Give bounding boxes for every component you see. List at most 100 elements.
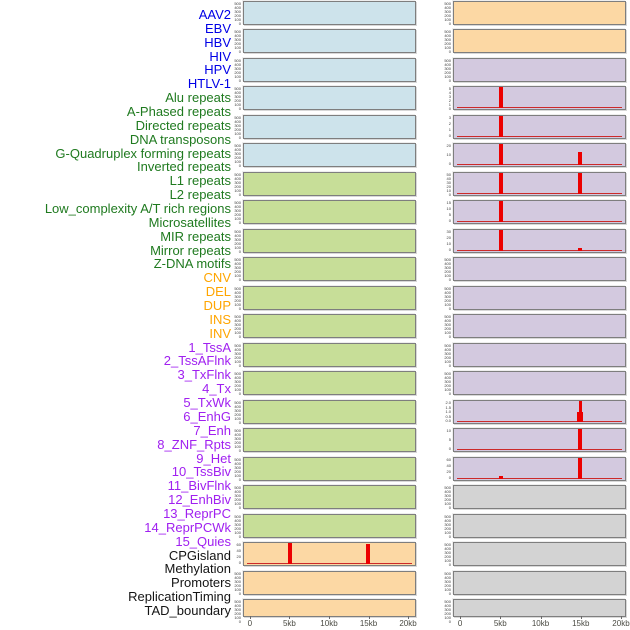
y-tick-label: 100 xyxy=(234,159,241,164)
signal-spike-5kb xyxy=(498,230,503,251)
row-label-CNV: CNV xyxy=(203,270,231,286)
y-tick-label: 300 xyxy=(444,550,451,555)
panel-12_EnhBiv xyxy=(453,371,626,395)
y-tick-label: 200 xyxy=(234,70,241,75)
y-tick-label: 400 xyxy=(234,204,241,209)
y-tick-label: 0 xyxy=(448,247,451,252)
y-tick-label: 10 xyxy=(446,428,451,433)
y-tick-label: 300 xyxy=(444,379,451,384)
y-tick-label: 0 xyxy=(238,277,241,282)
y-tick-label: 200 xyxy=(234,497,241,502)
x-axis-tickmark xyxy=(368,616,370,619)
signal-baseline xyxy=(457,192,622,194)
x-axis-label-10kb: 10kb xyxy=(320,619,338,628)
y-axis-ticks-7_Enh: 30 20 10 0 xyxy=(440,229,452,253)
y-tick-label: 500 xyxy=(444,571,451,576)
panel-9_Het xyxy=(453,286,626,310)
row-label-AAV2: AAV2 xyxy=(198,7,231,22)
y-tick-label: 400 xyxy=(234,518,241,523)
panel-DNA transposons xyxy=(243,257,416,281)
y-tick-label: 100 xyxy=(234,188,241,193)
y-tick-label: 200 xyxy=(444,41,451,46)
y-tick-label: 0 xyxy=(448,161,451,166)
y-axis-ticks-EBV: 500 400 300 200 100 0 xyxy=(230,29,242,54)
y-tick-label: 1.5 xyxy=(445,404,451,410)
y-tick-label: 15 xyxy=(446,200,451,205)
y-tick-label: 400 xyxy=(234,119,241,124)
panel-L1 repeats xyxy=(243,343,416,367)
y-tick-label: 200 xyxy=(444,70,451,75)
y-tick-label: 0 xyxy=(238,21,241,26)
y-tick-label: 400 xyxy=(444,5,451,10)
y-tick-label: 300 xyxy=(234,465,241,470)
y-axis-ticks-15_Quies: 60 40 20 0 xyxy=(440,457,452,481)
y-tick-label: 300 xyxy=(234,522,241,527)
y-tick-label: 0 xyxy=(238,106,241,111)
y-tick-label: 200 xyxy=(444,326,451,331)
y-tick-label: 0 xyxy=(448,391,451,396)
x-axis-tickmark xyxy=(408,616,410,619)
row-label-TAD_boundary: TAD_boundary xyxy=(144,602,231,618)
y-tick-label: 300 xyxy=(234,379,241,384)
y-tick-label: 400 xyxy=(234,318,241,323)
panel-Methylation xyxy=(453,514,626,538)
y-tick-label: 2 xyxy=(448,121,451,126)
y-tick-label: 300 xyxy=(234,208,241,213)
panel-Alu repeats xyxy=(243,172,416,196)
row-label-Inverted repeats: Inverted repeats xyxy=(137,159,231,175)
y-tick-label: 300 xyxy=(234,294,241,299)
y-tick-label: 200 xyxy=(234,269,241,274)
y-axis-ticks-DUP: 500 400 300 200 100 0 xyxy=(230,599,242,624)
signal-spike-15kb xyxy=(578,401,582,422)
y-tick-label: 5 xyxy=(448,86,451,91)
panel-6_EnhG xyxy=(453,200,626,224)
y-axis-ticks-Mirror repeats: 500 400 300 200 100 0 xyxy=(230,485,242,510)
y-tick-label: 300 xyxy=(234,408,241,413)
panel-7_Enh xyxy=(453,229,626,253)
panel-10_TssBiv xyxy=(453,314,626,338)
y-tick-label: 40 xyxy=(236,548,241,553)
y-axis-ticks-6_EnhG: 15 10 5 0 xyxy=(440,200,452,224)
y-tick-label: 20 xyxy=(236,554,241,559)
y-tick-label: 500 xyxy=(234,143,241,148)
y-tick-label: 200 xyxy=(234,355,241,360)
y-tick-label: 0 xyxy=(238,249,241,254)
y-tick-label: 200 xyxy=(444,269,451,274)
y-axis-ticks-10_TssBiv: 500 400 300 200 100 0 xyxy=(440,314,452,339)
y-tick-label: 0 xyxy=(238,334,241,339)
y-tick-label: 0 xyxy=(238,192,241,197)
y-tick-label: 500 xyxy=(444,29,451,34)
y-tick-label: 100 xyxy=(444,302,451,307)
y-tick-label: 300 xyxy=(444,37,451,42)
signal-spike-5kb xyxy=(498,173,503,194)
panel-Z-DNA motifs xyxy=(243,514,416,538)
y-tick-label: 500 xyxy=(234,400,241,405)
row-label-G-Quadruplex forming repeats: G-Quadruplex forming repeats xyxy=(55,145,231,161)
y-tick-label: 500 xyxy=(444,485,451,490)
y-tick-label: 500 xyxy=(234,58,241,63)
y-tick-label: 400 xyxy=(444,290,451,295)
panel-13_ReprPC xyxy=(453,400,626,424)
y-tick-label: 60 xyxy=(236,542,241,547)
row-label-INV: INV xyxy=(209,325,231,341)
panel-Low_complexity A/T rich regions xyxy=(243,400,416,424)
y-tick-label: 500 xyxy=(444,1,451,6)
y-tick-label: 1 xyxy=(448,102,451,107)
y-tick-label: 500 xyxy=(444,514,451,519)
y-tick-label: 300 xyxy=(234,351,241,356)
row-label-CPGisland: CPGisland xyxy=(168,547,231,563)
y-tick-label: 3 xyxy=(448,94,451,99)
row-label-9_Het: 9_Het xyxy=(196,450,231,466)
y-tick-label: 4 xyxy=(448,90,451,95)
y-tick-label: 300 xyxy=(234,9,241,14)
y-tick-label: 1 xyxy=(448,127,451,132)
y-axis-ticks-Promoters: 500 400 300 200 100 0 xyxy=(440,542,452,567)
panel-Promoters xyxy=(453,542,626,566)
y-tick-label: 400 xyxy=(234,147,241,152)
y-tick-label: 200 xyxy=(234,13,241,18)
y-tick-label: 500 xyxy=(444,371,451,376)
x-axis-tickmark xyxy=(460,616,462,619)
row-label-15_Quies: 15_Quies xyxy=(175,533,231,549)
y-axis-ticks-CPGisland: 500 400 300 200 100 0 xyxy=(440,485,452,510)
y-tick-label: 100 xyxy=(234,387,241,392)
